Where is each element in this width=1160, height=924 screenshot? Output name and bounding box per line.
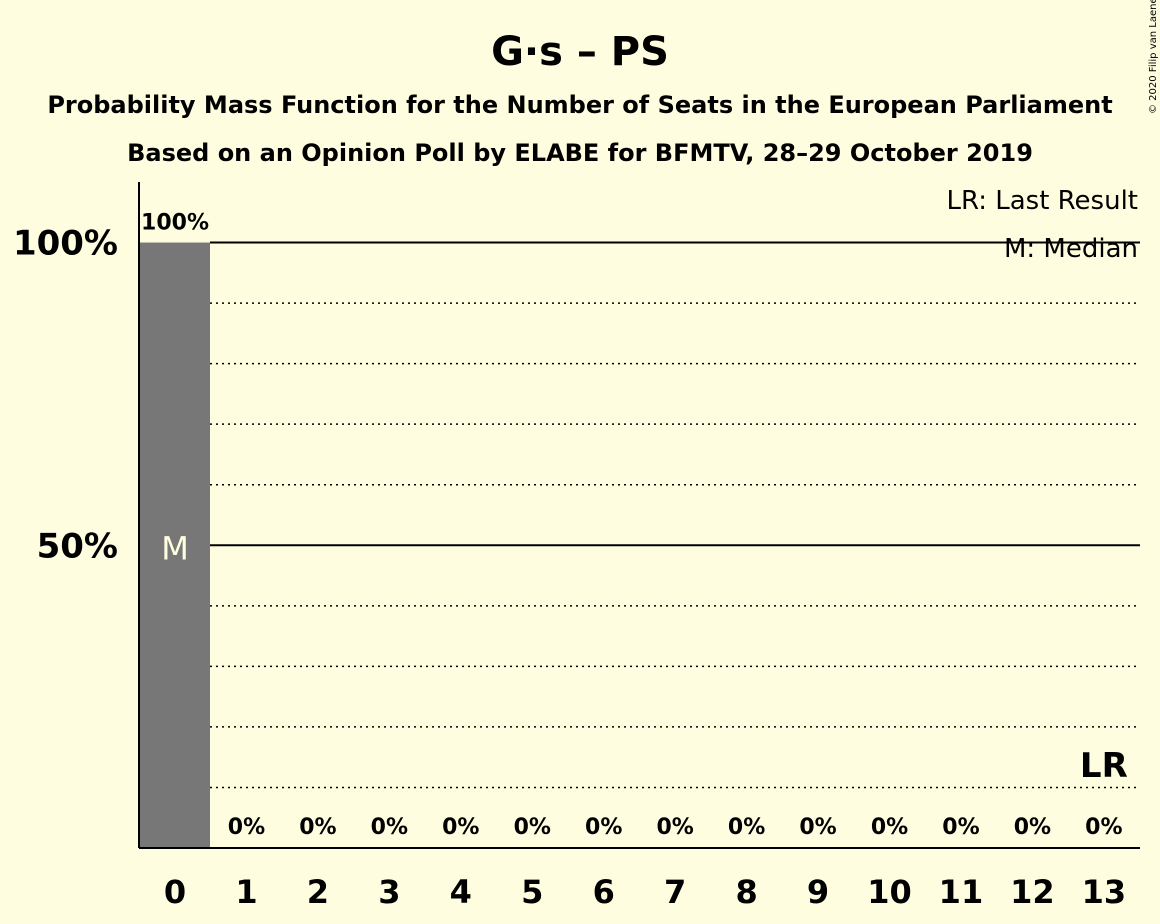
x-tick-label: 5 xyxy=(521,873,543,911)
bar-value-label: 100% xyxy=(141,211,209,236)
bar-value-label: 0% xyxy=(1085,815,1122,840)
chart-title: G·s – PS xyxy=(491,29,669,75)
bar-value-label: 0% xyxy=(585,815,622,840)
bar-value-label: 0% xyxy=(228,815,265,840)
x-tick-label: 3 xyxy=(378,873,400,911)
labels: 100%50%100%00%10%20%30%40%50%60%70%80%90… xyxy=(13,211,1128,911)
bar-value-label: 0% xyxy=(656,815,693,840)
x-tick-label: 10 xyxy=(867,873,912,911)
bar-value-label: 0% xyxy=(942,815,979,840)
bar-value-label: 0% xyxy=(442,815,479,840)
bar-value-label: 0% xyxy=(799,815,836,840)
grid xyxy=(210,241,1140,789)
axes xyxy=(138,182,1140,849)
x-tick-label: 4 xyxy=(450,873,472,911)
bar-value-label: 0% xyxy=(1014,815,1051,840)
last-result-marker: LR xyxy=(1080,746,1128,786)
legend-last-result: LR: Last Result xyxy=(946,186,1138,216)
y-tick-label: 50% xyxy=(37,526,118,566)
y-tick-label: 100% xyxy=(13,224,118,264)
bar-value-label: 0% xyxy=(514,815,551,840)
x-tick-label: 12 xyxy=(1010,873,1055,911)
x-tick-label: 2 xyxy=(307,873,329,911)
chart-subtitle-poll: Based on an Opinion Poll by ELABE for BF… xyxy=(127,139,1033,167)
bars xyxy=(140,242,210,848)
bar-seat-0 xyxy=(140,242,210,848)
x-tick-label: 1 xyxy=(235,873,257,911)
x-tick-label: 9 xyxy=(807,873,829,911)
legend-median: M: Median xyxy=(1004,234,1138,264)
x-tick-label: 11 xyxy=(939,873,984,911)
chart-subtitle: Probability Mass Function for the Number… xyxy=(47,91,1112,119)
x-tick-label: 13 xyxy=(1082,873,1127,911)
bar-value-label: 0% xyxy=(299,815,336,840)
x-tick-label: 8 xyxy=(735,873,757,911)
median-marker: M xyxy=(161,529,189,567)
bar-value-label: 0% xyxy=(371,815,408,840)
x-tick-label: 6 xyxy=(593,873,615,911)
bar-value-label: 0% xyxy=(871,815,908,840)
bar-value-label: 0% xyxy=(728,815,765,840)
x-tick-label: 7 xyxy=(664,873,686,911)
x-tick-label: 0 xyxy=(164,873,186,911)
copyright-notice: © 2020 Filip van Laenen xyxy=(1148,0,1159,114)
